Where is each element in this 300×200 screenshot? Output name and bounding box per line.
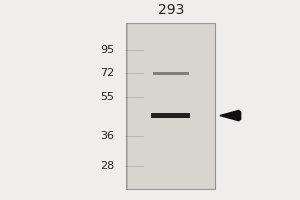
FancyArrow shape	[220, 110, 241, 121]
Text: 72: 72	[100, 68, 114, 78]
Bar	[153, 72, 189, 75]
Bar	[126, 23, 215, 189]
Text: 95: 95	[100, 45, 114, 55]
Text: 36: 36	[100, 131, 114, 141]
Text: 293: 293	[158, 3, 184, 17]
Text: 28: 28	[100, 161, 114, 171]
Text: 55: 55	[100, 92, 114, 102]
Bar	[152, 113, 190, 118]
